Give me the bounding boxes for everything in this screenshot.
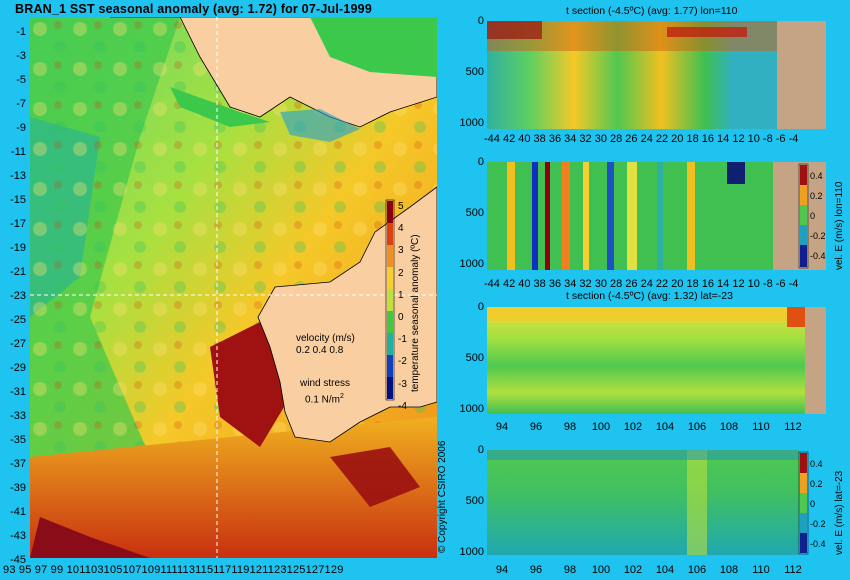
panel3-plot (487, 307, 826, 414)
panel2-xaxis: -44 42 40 38 36 34 32 30 28 26 24 22 20 … (484, 278, 799, 290)
panel2-plot (487, 162, 826, 270)
panel1-title: t section (-4.5ºC) (avg: 1.77) lon=110 (566, 5, 738, 17)
panel1-plot (487, 21, 826, 129)
velocity-label: velocity (m/s) (296, 333, 355, 344)
copyright-text: © Copyright CSIRO 2006 (437, 440, 448, 553)
panel2-colorbar-ticks: 0.4 0.2 0 -0.2 -0.4 (810, 171, 826, 261)
sst-map (30, 17, 437, 558)
panel1-xaxis: -44 42 40 38 36 34 32 30 28 26 24 22 20 … (484, 133, 799, 145)
panel3-title: t section (-4.5ºC) (avg: 1.32) lat=-23 (566, 290, 733, 302)
wind-scale: 0.1 N/m2 (305, 393, 344, 406)
map-title: BRAN_1 SST seasonal anomaly (avg: 1.72) … (15, 2, 372, 16)
lon-axis: 93 95 97 99 1011031051071091111131151171… (3, 564, 344, 576)
panel4-side-label: vel. E (m/s) lat=-23 (834, 470, 845, 555)
velocity-scale: 0.2 0.4 0.8 (296, 345, 344, 356)
panel4-colorbar-ticks: 0.4 0.2 0 -0.2 -0.4 (810, 459, 826, 549)
panel2-side-label: vel. E (m/s) lon=110 (834, 181, 845, 270)
wind-label: wind stress (300, 378, 351, 389)
colorbar-label: temperature seasonal anomaly (ºC) (410, 234, 421, 392)
colorbar-ticks: 5 4 3 2 1 0 -1 -2 -3 -4 (398, 201, 407, 412)
panel4-plot (487, 450, 809, 555)
